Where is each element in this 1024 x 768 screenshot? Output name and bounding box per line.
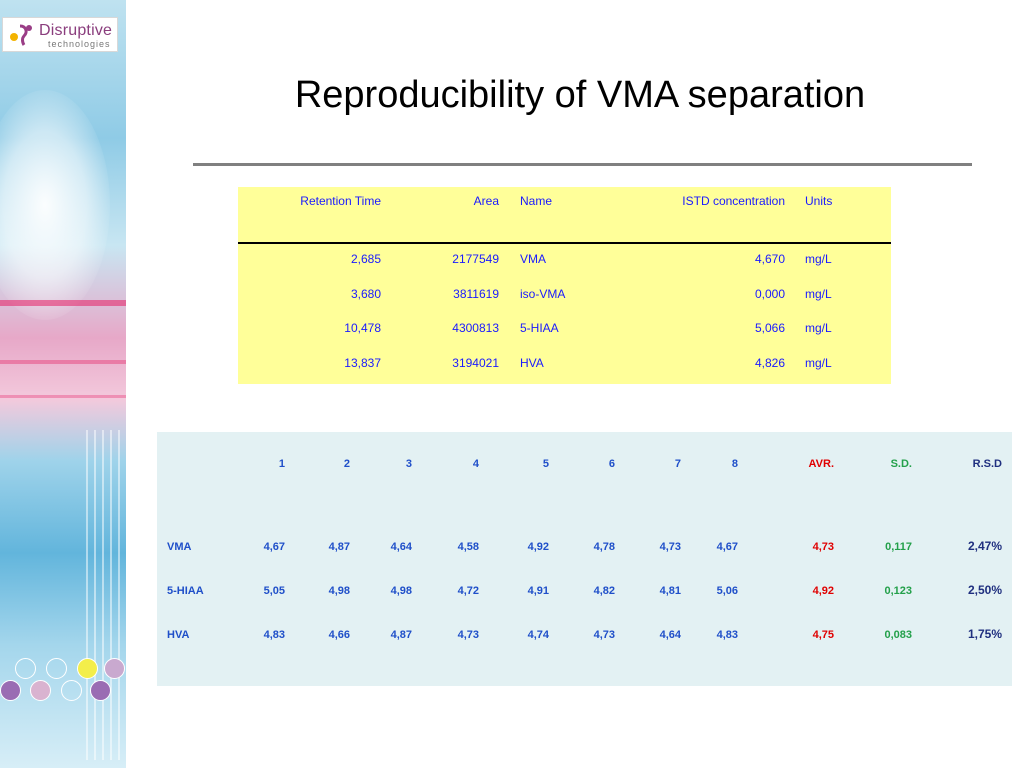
- sd-cell: 0,123: [884, 585, 912, 597]
- column-header: Units: [805, 194, 833, 208]
- column-header: Name: [520, 194, 553, 208]
- logo-subtitle: technologies: [48, 39, 111, 49]
- side-glow: [0, 90, 110, 320]
- table-cell: 4,87: [390, 629, 412, 641]
- table-cell: HVA: [520, 356, 544, 370]
- table-cell: 13,837: [344, 356, 381, 370]
- table-cell: 4,67: [716, 541, 738, 553]
- circle-icon: [104, 658, 125, 679]
- table-cell: 4,98: [328, 585, 350, 597]
- table-cell: VMA: [520, 252, 547, 266]
- side-grid: [86, 430, 126, 760]
- side-streak: [0, 300, 126, 306]
- column-header-avr: AVR.: [808, 458, 834, 470]
- avr-cell: 4,75: [812, 629, 834, 641]
- side-streak: [0, 360, 126, 364]
- avr-cell: 4,92: [812, 585, 834, 597]
- table-cell: mg/L: [805, 321, 832, 335]
- column-header-sd: S.D.: [890, 458, 912, 470]
- table-header: Retention Time Area Name ISTD concentrat…: [238, 187, 891, 244]
- avr-cell: 4,73: [812, 541, 834, 553]
- circle-icon: [46, 658, 67, 679]
- column-header-rsd: R.S.D: [972, 458, 1002, 470]
- sd-cell: 0,083: [884, 629, 912, 641]
- table-cell: 4300813: [452, 321, 499, 335]
- company-logo: Disruptive technologies: [2, 17, 118, 52]
- table-cell: iso-VMA: [520, 287, 566, 301]
- table-cell: 4,91: [527, 585, 549, 597]
- table-cell: 4,98: [390, 585, 412, 597]
- table-cell: 4,82: [593, 585, 615, 597]
- table-cell: 5,05: [263, 585, 285, 597]
- table-cell: 4,83: [263, 629, 285, 641]
- table-cell: 5,066: [754, 321, 785, 335]
- circle-icon: [90, 680, 111, 701]
- retention-table: Retention Time Area Name ISTD concentrat…: [238, 187, 891, 384]
- column-header: 3: [405, 458, 412, 470]
- table-cell: 2177549: [452, 252, 499, 266]
- row-label: 5-HIAA: [167, 585, 204, 597]
- rsd-cell: 2,47%: [967, 539, 1002, 553]
- table-cell: 4,64: [659, 629, 681, 641]
- sd-cell: 0,117: [885, 541, 912, 553]
- column-header: 8: [731, 458, 738, 470]
- table-cell: 4,73: [659, 541, 681, 553]
- column-header: 6: [608, 458, 615, 470]
- decorative-side-panel: [0, 0, 126, 768]
- reproducibility-table: 1 2 3 4 5 6 7 8 AVR. S.D. R.S.D VMA 4,67…: [157, 432, 1012, 686]
- table-cell: 4,73: [593, 629, 615, 641]
- column-header: Area: [473, 194, 499, 208]
- logo-mark-icon: [10, 24, 32, 46]
- table-cell: 4,92: [527, 541, 549, 553]
- circle-icon: [77, 658, 98, 679]
- row-label: VMA: [167, 541, 192, 553]
- table-cell: 4,66: [328, 629, 350, 641]
- column-header: ISTD concentration: [682, 194, 785, 208]
- table-cell: 5-HIAA: [520, 321, 559, 335]
- table-cell: 4,67: [263, 541, 285, 553]
- table-cell: 2,685: [350, 252, 381, 266]
- table-cell: 3194021: [452, 356, 499, 370]
- column-header: 4: [472, 458, 479, 470]
- table-cell: 0,000: [754, 287, 785, 301]
- side-streak: [0, 395, 126, 398]
- table-cell: 4,670: [754, 252, 785, 266]
- circle-icon: [61, 680, 82, 701]
- table-cell: 4,78: [593, 541, 615, 553]
- table-cell: 10,478: [344, 321, 381, 335]
- table-cell: 5,06: [716, 585, 738, 597]
- rsd-cell: 1,75%: [967, 627, 1002, 641]
- title-divider: [193, 163, 972, 166]
- table-cell: 4,87: [328, 541, 350, 553]
- table-cell: 4,73: [457, 629, 479, 641]
- logo-name: Disruptive: [39, 22, 113, 39]
- column-header: 7: [674, 458, 681, 470]
- table-cell: 3,680: [350, 287, 381, 301]
- table-cell: mg/L: [805, 356, 832, 370]
- row-label: HVA: [167, 629, 190, 641]
- circle-icon: [30, 680, 51, 701]
- table-cell: 4,83: [716, 629, 738, 641]
- column-header: 5: [542, 458, 549, 470]
- table-cell: 4,58: [457, 541, 479, 553]
- page-title: Reproducibility of VMA separation: [294, 74, 866, 116]
- table-cell: 4,64: [390, 541, 412, 553]
- table-cell: mg/L: [805, 252, 832, 266]
- circle-icon: [15, 658, 36, 679]
- table-cell: 3811619: [453, 287, 499, 301]
- table-cell: mg/L: [805, 287, 832, 301]
- column-header: 1: [278, 458, 285, 470]
- table-cell: 4,74: [527, 629, 549, 641]
- column-header: Retention Time: [300, 194, 381, 208]
- rsd-cell: 2,50%: [967, 583, 1002, 597]
- table-cell: 4,72: [457, 585, 479, 597]
- table-cell: 4,826: [754, 356, 785, 370]
- column-header: 2: [343, 458, 350, 470]
- table-cell: 4,81: [659, 585, 681, 597]
- circle-icon: [0, 680, 21, 701]
